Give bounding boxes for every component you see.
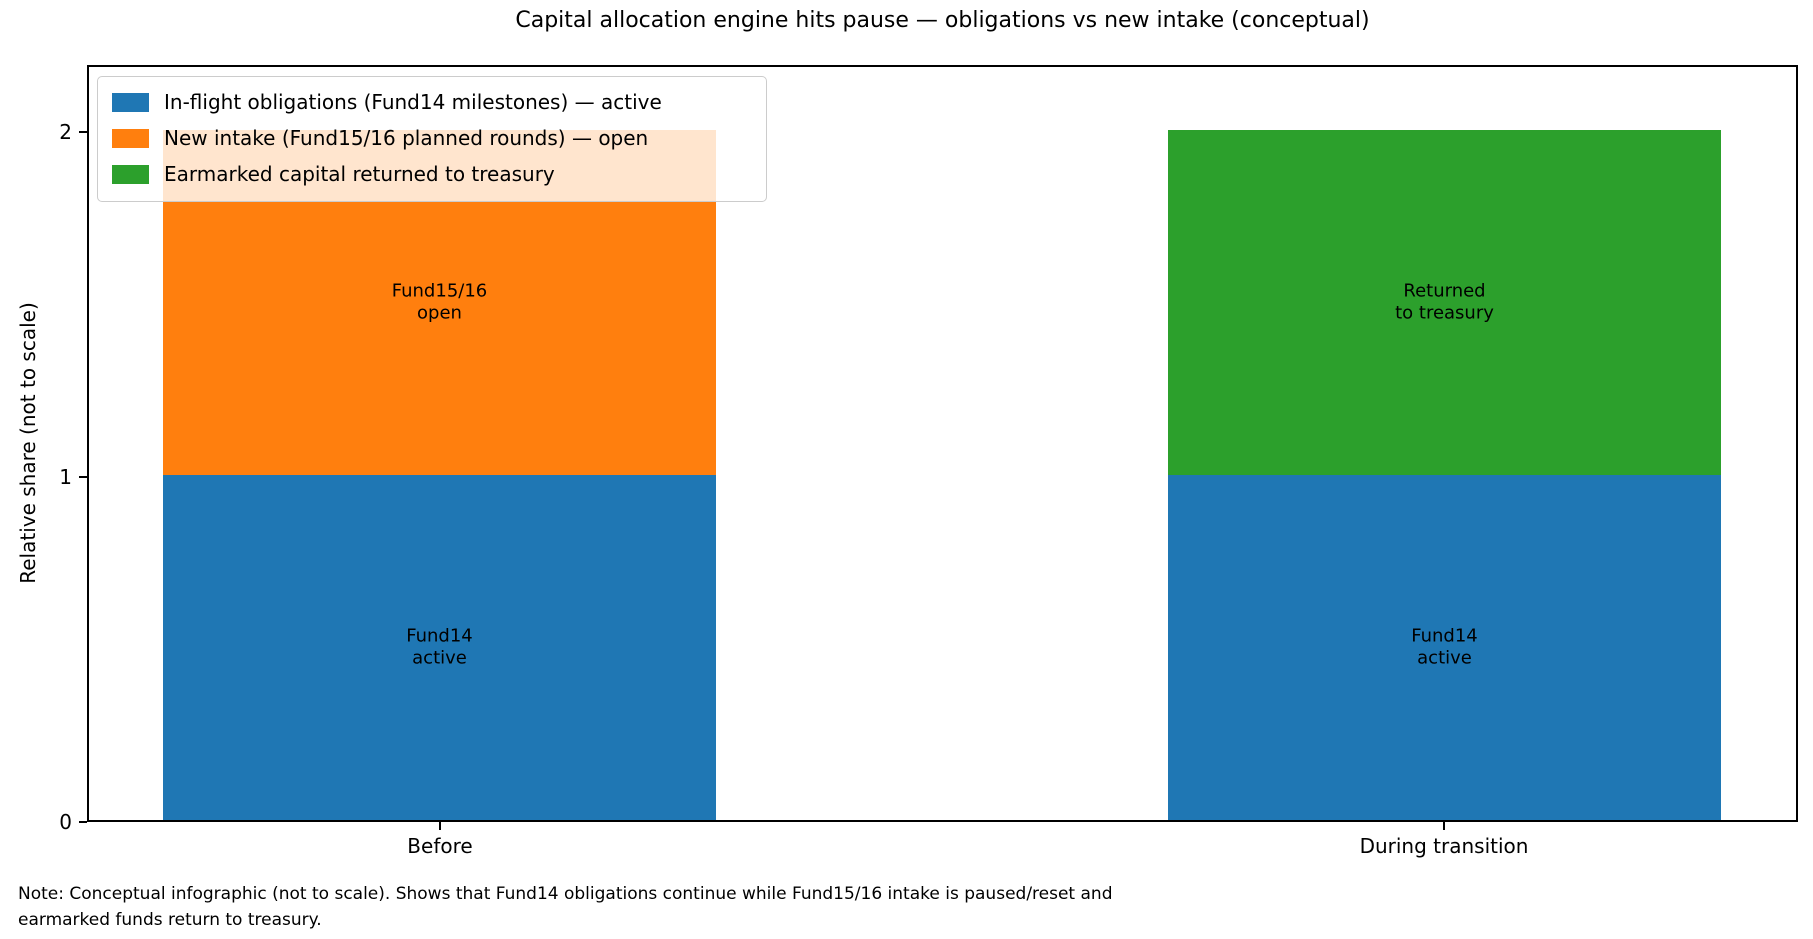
legend-swatch-orange-icon — [112, 128, 149, 148]
y-tick-label-1: 1 — [59, 465, 72, 489]
legend-item: In-flight obligations (Fund14 milestones… — [98, 84, 766, 120]
bar-segment-label: Fund15/16 open — [391, 280, 488, 324]
bar-segment: Returned to treasury — [1168, 130, 1721, 475]
y-tick-mark — [79, 131, 87, 133]
bar-segment: Fund14 active — [163, 475, 716, 820]
x-tick-mark — [1443, 822, 1445, 830]
legend-swatch-green-icon — [112, 164, 149, 184]
chart-title: Capital allocation engine hits pause — o… — [515, 8, 1370, 33]
bar-segment-label: Returned to treasury — [1395, 280, 1494, 324]
y-tick-mark — [79, 476, 87, 478]
legend-label: New intake (Fund15/16 planned rounds) — … — [164, 126, 649, 150]
legend-swatch-blue-icon — [112, 92, 149, 112]
y-tick-label-2: 2 — [59, 120, 72, 144]
plot-area: Fund14 active Fund15/16 open Fund14 active… — [87, 65, 1798, 822]
bar-segment: Fund14 active — [1168, 475, 1721, 820]
legend-item: Earmarked capital returned to treasury — [98, 156, 766, 192]
y-tick-mark — [79, 821, 87, 823]
legend-item: New intake (Fund15/16 planned rounds) — … — [98, 120, 766, 156]
y-tick-label-0: 0 — [59, 810, 72, 834]
legend-label: In-flight obligations (Fund14 milestones… — [164, 90, 662, 114]
footnote: Note: Conceptual infographic (not to sca… — [18, 884, 1113, 930]
x-tick-label-before: Before — [407, 834, 473, 858]
bar-segment-label: Fund14 active — [1411, 625, 1478, 669]
legend: In-flight obligations (Fund14 milestones… — [97, 76, 767, 202]
legend-label: Earmarked capital returned to treasury — [164, 162, 555, 186]
bars-layer: Fund14 active Fund15/16 open Fund14 active… — [89, 67, 1796, 820]
x-tick-label-during-transition: During transition — [1359, 834, 1529, 858]
y-axis-label: Relative share (not to scale) — [16, 302, 40, 584]
x-tick-mark — [439, 822, 441, 830]
bar-segment-label: Fund14 active — [406, 625, 473, 669]
